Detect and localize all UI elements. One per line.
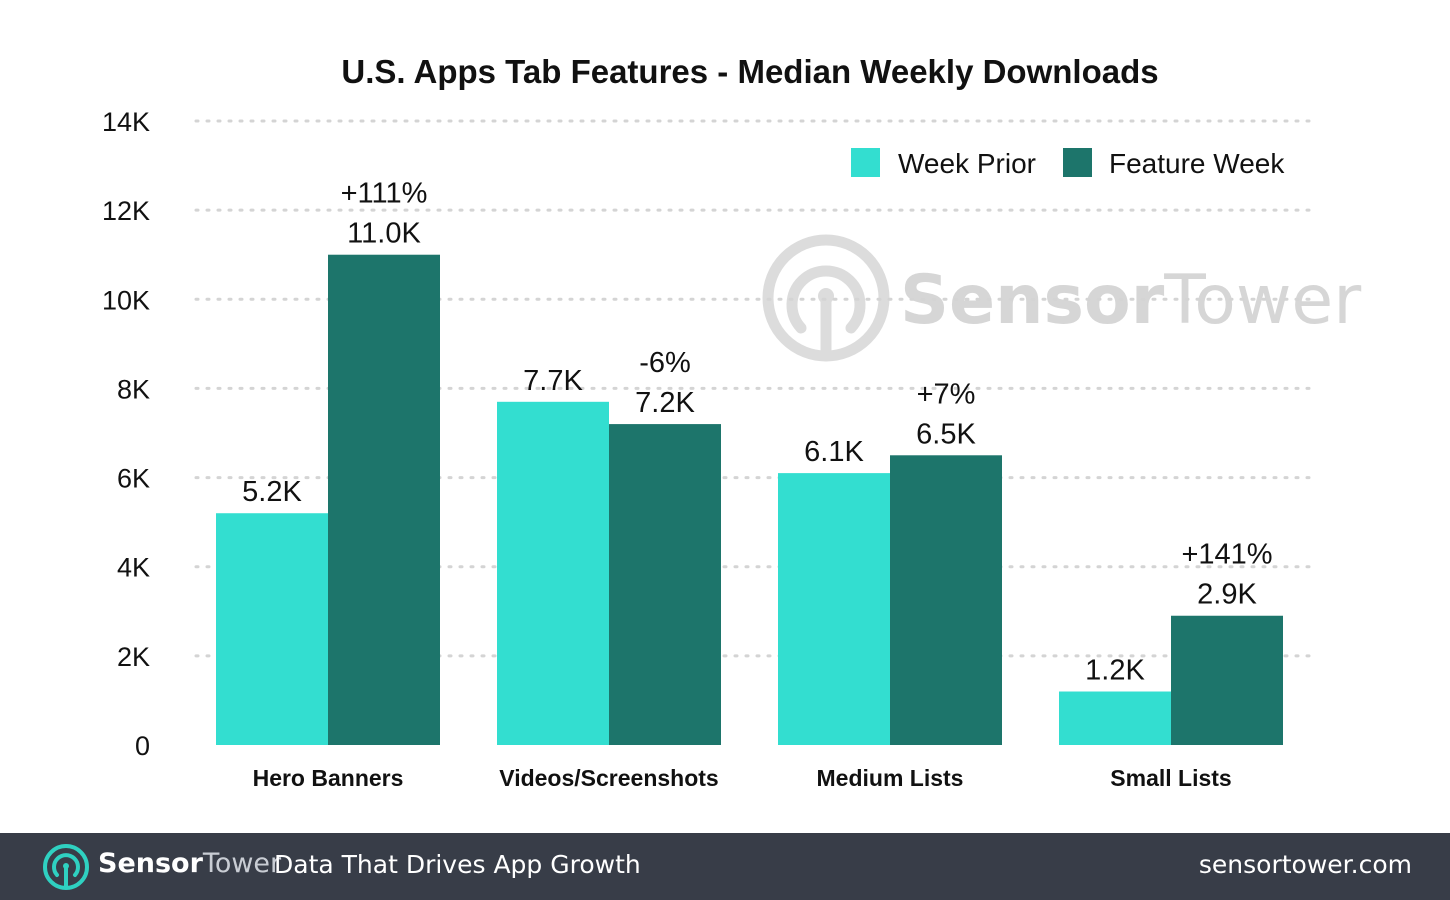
legend-label-week-prior: Week Prior <box>898 148 1036 179</box>
sensortower-logo-icon <box>43 844 89 890</box>
value-label: 7.7K <box>523 365 583 397</box>
data-labels: 5.2K 11.0K +111% 7.7K 7.2K -6% 6.1K 6.5K +7% 1.2K… <box>242 178 1272 687</box>
value-label: 5.2K <box>242 476 302 508</box>
value-label: 2.9K <box>1197 579 1257 611</box>
bar-week-prior <box>216 513 328 745</box>
bar-feature-week <box>1171 615 1283 745</box>
value-label: 6.5K <box>916 418 976 450</box>
bar-week-prior <box>1059 691 1171 745</box>
value-label: 1.2K <box>1085 655 1145 687</box>
y-tick-label: 10K <box>102 285 150 315</box>
x-category-label: Hero Banners <box>253 765 404 791</box>
value-label: 11.0K <box>347 218 421 250</box>
footer-url[interactable]: sensortower.com <box>1198 850 1412 879</box>
x-category-label: Medium Lists <box>817 765 964 791</box>
legend-swatch-week-prior <box>851 148 880 177</box>
footer-tagline: Data That Drives App Growth <box>274 850 641 879</box>
y-tick-label: 8K <box>117 374 150 404</box>
value-label: 7.2K <box>635 387 695 419</box>
y-tick-label: 4K <box>117 553 150 583</box>
legend: Week Prior Feature Week <box>851 148 1285 179</box>
change-label: -6% <box>639 347 691 379</box>
legend-swatch-feature-week <box>1063 148 1092 177</box>
y-tick-label: 14K <box>102 107 150 137</box>
footer-bar: SensorTower Data That Drives App Growth … <box>0 833 1450 900</box>
bar-week-prior <box>497 401 609 745</box>
value-label: 6.1K <box>804 436 864 468</box>
x-category-label: Small Lists <box>1110 765 1231 791</box>
bar-week-prior <box>778 473 890 745</box>
x-axis-categories: Hero Banners Videos/Screenshots Medium Lis… <box>253 765 1232 791</box>
y-tick-label: 12K <box>102 196 150 226</box>
bar-feature-week <box>328 254 440 745</box>
bar-feature-week <box>890 455 1002 745</box>
bar-chart: SensorTower U.S. Apps Tab Features - Med… <box>102 53 1361 791</box>
change-label: +7% <box>917 378 976 410</box>
y-tick-label: 6K <box>117 464 150 494</box>
legend-label-feature-week: Feature Week <box>1109 148 1285 179</box>
chart-title: U.S. Apps Tab Features - Median Weekly D… <box>341 53 1158 90</box>
y-tick-label: 2K <box>117 642 150 672</box>
footer-brand-name: SensorTower <box>98 848 282 879</box>
x-category-label: Videos/Screenshots <box>499 765 718 791</box>
y-axis-ticks: 0 2K 4K 6K 8K 10K 12K 14K <box>102 107 150 761</box>
bar-feature-week <box>609 424 721 745</box>
y-tick-label: 0 <box>135 731 150 761</box>
change-label: +111% <box>341 178 428 210</box>
change-label: +141% <box>1181 539 1272 571</box>
bars <box>216 254 1283 745</box>
